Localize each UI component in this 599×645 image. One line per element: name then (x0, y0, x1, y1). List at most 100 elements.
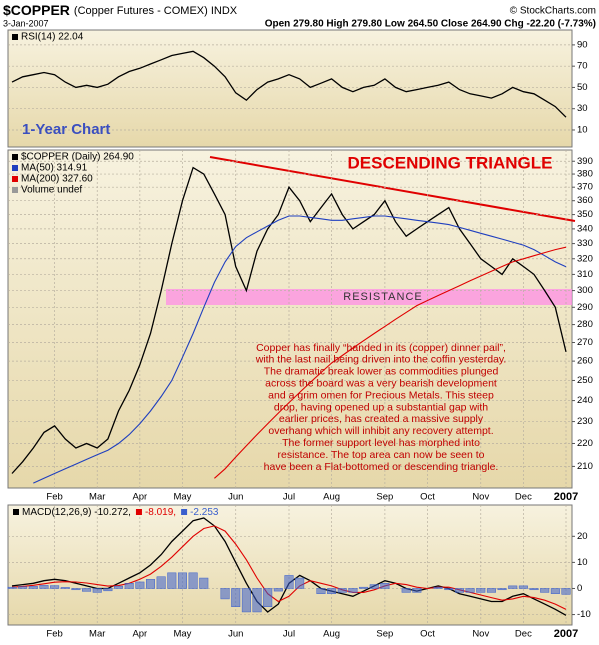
y-tick-label: -10 (577, 609, 591, 620)
x-tick-label: Jun (228, 629, 243, 640)
y-tick-label: 270 (577, 337, 593, 348)
y-tick-label: 230 (577, 416, 593, 427)
symbol-name: (Copper Futures - COMEX) INDX (74, 5, 238, 17)
series-line (11, 50, 567, 118)
legend: RSI(14) 22.04 (12, 32, 84, 43)
x-tick-label: May (173, 629, 191, 640)
histogram-bar (199, 577, 209, 589)
series-line (214, 246, 567, 479)
y-tick-label: 210 (577, 461, 593, 472)
legend-swatch (12, 165, 18, 171)
histogram-bar (497, 588, 507, 591)
y-tick-label: 50 (577, 82, 588, 93)
commentary-line: drop, having opened up a substantial gap… (274, 401, 488, 413)
histogram-bar (284, 575, 294, 589)
y-tick-label: 240 (577, 395, 593, 406)
histogram-bar (135, 581, 145, 589)
x-tick-label: Sep (376, 492, 393, 503)
histogram-bar (263, 588, 273, 607)
histogram-bar (60, 587, 70, 589)
histogram-bar (465, 588, 475, 593)
commentary-line: with the last nail being driven into the… (255, 354, 507, 366)
histogram-bar (92, 588, 102, 593)
commentary-line: Copper has finally “handed in its (coppe… (256, 342, 506, 354)
histogram-bar (124, 583, 134, 589)
commentary-line: The former support level has morphed int… (282, 437, 480, 449)
x-tick-label: Feb (46, 629, 62, 640)
histogram-bar (529, 588, 539, 591)
quote: Open 279.80 High 279.80 Low 264.50 Close… (265, 19, 596, 30)
x-tick-label: 2007 (554, 491, 578, 503)
histogram-bar (50, 585, 60, 589)
legend-swatch (13, 509, 19, 515)
band-label: RESISTANCE (343, 291, 422, 303)
legend-label: MACD(12,26,9) -10.272, (22, 507, 131, 518)
histogram-bar (156, 576, 166, 589)
histogram-bar (295, 577, 305, 589)
x-tick-label: Dec (515, 492, 532, 503)
x-tick-label: Apr (132, 492, 147, 503)
x-tick-label: Feb (46, 492, 62, 503)
period-label: 1-Year Chart (22, 121, 110, 138)
date: 3-Jan-2007 (3, 18, 49, 28)
plot-area: 90 70 50 30 10 RSI(14) 22.04 210 220 230 240 250 26… (7, 32, 593, 640)
symbol: $COPPER (3, 2, 70, 18)
pattern-label: DESCENDING TRIANGLE (348, 153, 553, 172)
histogram-bar (28, 586, 38, 589)
histogram-bar (508, 585, 518, 589)
histogram-bar (518, 585, 528, 589)
histogram-bar (401, 588, 411, 593)
x-tick-label: Dec (515, 629, 532, 640)
legend-label: -8.019, (145, 507, 176, 518)
legend-swatch (12, 34, 18, 40)
histogram-bar (380, 583, 390, 589)
histogram-bar (177, 572, 187, 589)
histogram-bar (369, 584, 379, 589)
commentary-line: across the board was a very bearish deve… (265, 377, 497, 389)
y-tick-label: 260 (577, 356, 593, 367)
legend-label: $COPPER (Daily) 264.90 (21, 152, 134, 163)
y-tick-label: 250 (577, 375, 593, 386)
y-tick-label: 290 (577, 302, 593, 313)
histogram-bar (231, 588, 241, 607)
histogram-bar (220, 588, 230, 600)
y-tick-label: 30 (577, 103, 588, 114)
x-tick-label: Jul (283, 629, 295, 640)
histogram-bar (18, 586, 28, 589)
y-tick-label: 340 (577, 223, 593, 234)
legend-swatch (12, 176, 18, 182)
histogram-bar (241, 588, 251, 613)
legend-swatch (12, 154, 18, 160)
y-tick-label: 10 (577, 124, 588, 135)
legend-label: RSI(14) 22.04 (21, 32, 84, 43)
histogram-bar (273, 588, 283, 592)
commentary-line: have been a Flat-bottomed or descending … (264, 461, 499, 473)
y-tick-label: 70 (577, 61, 588, 72)
commentary-line: and a grim omen for Precious Metals. Thi… (268, 389, 494, 401)
annotations: 1-Year Chart DESCENDING TRIANGLE RESISTA… (22, 121, 552, 473)
histogram-bar (348, 588, 358, 593)
x-tick-label: Jun (228, 492, 243, 503)
y-tick-label: 10 (577, 557, 588, 568)
x-tick-label: Oct (420, 492, 435, 503)
histogram-bar (252, 588, 262, 613)
histogram-bar (39, 585, 49, 589)
series-line (11, 525, 567, 610)
histogram-bar (412, 588, 422, 593)
x-tick-label: Jul (283, 492, 295, 503)
commentary-line: The dramatic break lower as commodities … (264, 366, 499, 378)
commentary-line: earlier prices, has created a massive su… (279, 413, 484, 425)
x-tick-label: Mar (89, 629, 105, 640)
price-panel (7, 149, 573, 489)
histogram-bar (561, 588, 571, 595)
histogram-bar (167, 572, 177, 589)
macd-panel (7, 504, 573, 626)
x-tick-label: Sep (376, 629, 393, 640)
y-tick-label: 300 (577, 285, 593, 296)
commentary: Copper has finally “handed in its (coppe… (255, 342, 507, 473)
histogram-bar (316, 588, 326, 594)
histogram-bar (433, 586, 443, 589)
histogram-bar (103, 588, 113, 592)
